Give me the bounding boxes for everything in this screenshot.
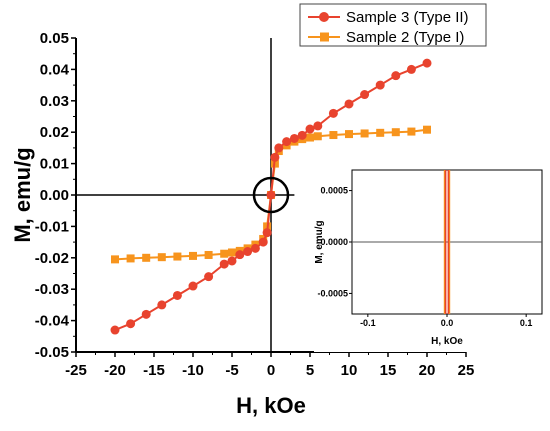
data-point-square	[111, 255, 119, 264]
y-tick-label: 0.04	[40, 61, 70, 78]
data-point-square	[345, 130, 353, 139]
y-tick-label: 0.00	[40, 187, 69, 204]
data-point-circle	[141, 309, 151, 319]
data-point-circle	[188, 281, 198, 291]
x-tick-label: 10	[341, 362, 358, 379]
data-point-square	[173, 252, 182, 261]
data-point-circle	[157, 300, 167, 310]
data-point-circle	[328, 108, 338, 118]
legend: Sample 3 (Type II) Sample 2 (Type I)	[299, 3, 487, 47]
y-tick-label: -0.03	[35, 281, 69, 298]
data-point-square	[407, 127, 416, 136]
data-point-circle	[305, 124, 315, 134]
data-point-circle	[375, 80, 385, 90]
main-plot-area: -25 -20 -15 -10 -5 0 5 10 15 20 25 -0.05 -0.04 -0.03 -…	[35, 30, 475, 379]
inset-plot: -0.1 0.0 0.1 -0.0005 0.0000 0.0005 H, kOe M, em…	[314, 166, 549, 352]
inset-x-tick-label: 0.1	[520, 318, 533, 328]
data-point-square	[126, 254, 135, 263]
y-tick-label: 0.01	[40, 156, 69, 173]
data-point-circle	[110, 325, 120, 335]
data-point-circle	[297, 130, 307, 140]
data-point-circle	[282, 137, 292, 147]
y-tick-label: -0.05	[35, 344, 69, 361]
data-point-square	[329, 131, 338, 140]
data-point-circle	[391, 71, 401, 81]
data-point-square	[142, 253, 151, 262]
legend-marker-circle	[319, 12, 329, 22]
data-point-circle	[204, 272, 214, 282]
inset-y-tick-label: 0.0000	[320, 237, 348, 247]
data-point-circle	[360, 90, 370, 100]
data-point-circle	[126, 319, 136, 329]
data-point-circle	[422, 58, 432, 68]
data-point-square	[360, 129, 369, 138]
x-tick-label: -25	[65, 362, 87, 379]
x-tick-label: 15	[380, 362, 397, 379]
y-tick-label: -0.04	[35, 313, 70, 330]
data-point-square	[306, 133, 314, 142]
legend-box	[299, 3, 487, 47]
y-tick-label: 0.03	[40, 93, 69, 110]
data-point-circle	[258, 237, 268, 247]
y-tick-label: -0.02	[35, 250, 69, 267]
inset-x-tick-label: 0.0	[441, 318, 454, 328]
x-tick-label: -15	[143, 362, 165, 379]
x-tick-label: -20	[104, 362, 126, 379]
inset-x-axis-label: H, kOe	[431, 336, 463, 347]
data-point-square	[391, 128, 400, 137]
origin-highlight-circle	[252, 176, 290, 214]
x-tick-label: 0	[267, 362, 275, 379]
y-tick-label: 0.02	[40, 124, 69, 141]
data-point-circle	[266, 190, 276, 200]
x-tick-label: 5	[306, 362, 314, 379]
data-point-circle	[250, 243, 260, 253]
data-point-circle	[172, 290, 182, 300]
x-tick-label: 25	[458, 362, 475, 379]
legend-marker-square	[320, 32, 329, 42]
data-point-circle	[227, 256, 237, 266]
data-point-square	[204, 250, 213, 259]
data-point-circle	[274, 143, 284, 153]
data-point-square	[189, 251, 197, 260]
data-point-circle	[406, 64, 416, 74]
data-point-circle	[289, 133, 299, 143]
data-point-circle	[219, 259, 229, 269]
data-point-circle	[243, 247, 253, 257]
x-axis-label: H, kOe	[236, 393, 306, 418]
x-tick-label: -10	[182, 362, 204, 379]
y-tick-label: -0.01	[35, 218, 69, 235]
data-point-square	[157, 253, 166, 262]
x-tick-label: -5	[225, 362, 238, 379]
inset-y-tick-label: -0.0005	[317, 288, 348, 298]
inset-y-axis-label: M, emu/g	[314, 220, 325, 263]
inset-x-tick-label: -0.1	[360, 318, 376, 328]
data-point-circle	[262, 228, 272, 238]
x-tick-label: 20	[419, 362, 436, 379]
data-point-square	[376, 128, 385, 137]
data-point-circle	[313, 121, 323, 131]
inset-background	[314, 166, 549, 352]
data-point-square	[228, 248, 236, 257]
inset-y-tick-label: 0.0005	[320, 186, 348, 196]
data-point-square	[423, 125, 431, 134]
data-point-square	[313, 132, 322, 141]
y-tick-label: 0.05	[40, 30, 69, 47]
data-point-circle	[270, 152, 280, 162]
data-point-circle	[344, 99, 354, 109]
legend-label: Sample 2 (Type I)	[346, 29, 464, 46]
data-point-square	[220, 249, 229, 258]
data-point-circle	[235, 250, 245, 260]
legend-label: Sample 3 (Type II)	[346, 9, 469, 26]
y-axis-label: M, emu/g	[10, 147, 35, 242]
